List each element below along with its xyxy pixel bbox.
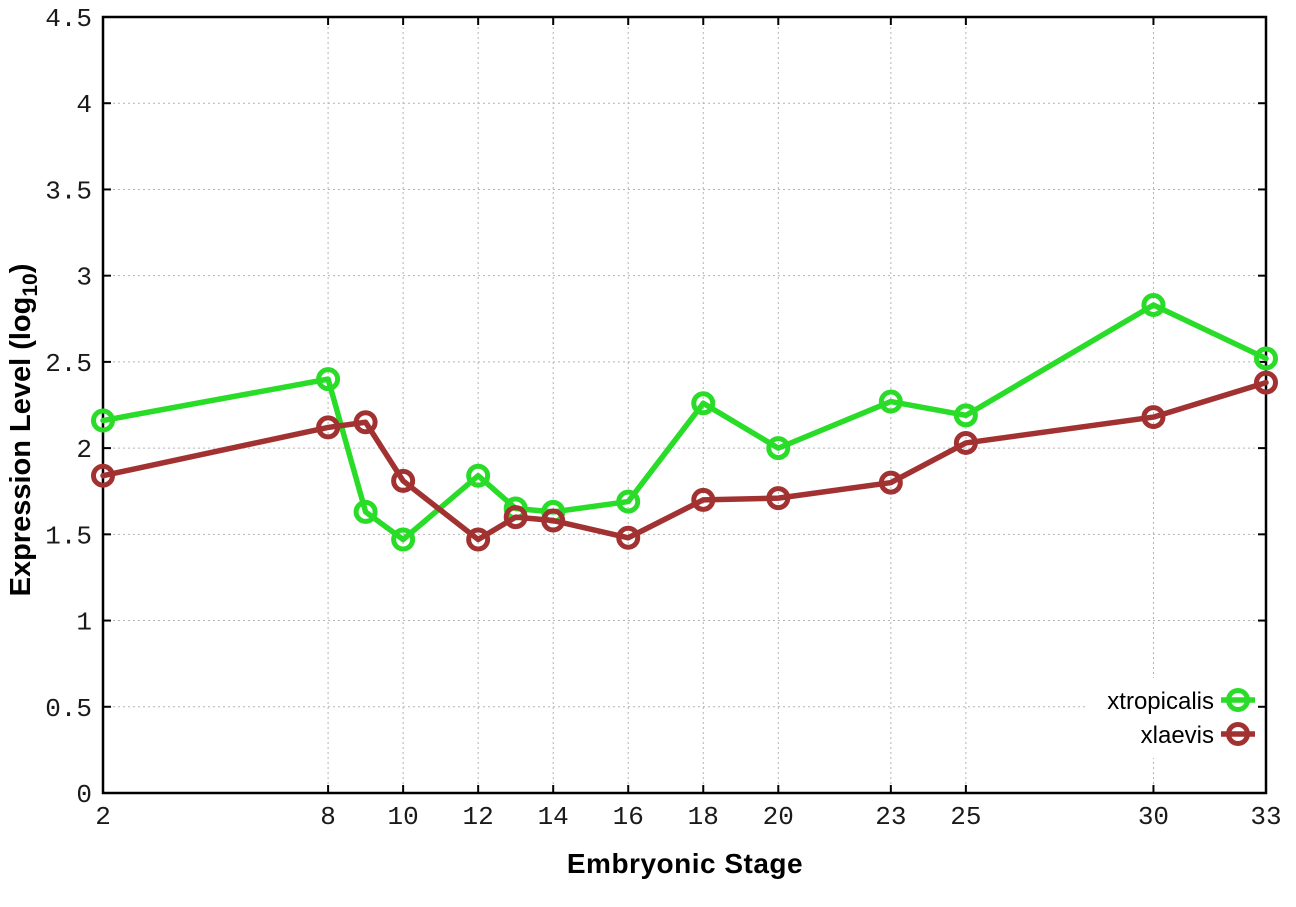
- series-xtropicalis-marker: [466, 463, 491, 488]
- x-tick-label: 10: [388, 802, 419, 832]
- series-xlaevis-marker: [503, 505, 528, 530]
- legend-background: [1086, 678, 1256, 758]
- series-xtropicalis-marker: [91, 408, 115, 433]
- series-xtropicalis-marker: [316, 367, 341, 392]
- y-tick-label: 3.5: [45, 176, 92, 206]
- series-xlaevis-marker: [691, 487, 716, 512]
- series-xtropicalis-marker: [1141, 292, 1166, 317]
- y-tick-label: 0.5: [45, 694, 92, 724]
- series-xlaevis-line: [100, 379, 1269, 543]
- legend-sample-marker-xlaevis: [1226, 722, 1250, 746]
- y-axis-title: Expression Level (log10): [5, 264, 42, 597]
- x-tick-label: 14: [538, 802, 569, 832]
- y-tick-label: 4: [76, 90, 92, 120]
- series-xtropicalis-marker: [391, 527, 416, 552]
- series-xtropicalis-marker: [878, 389, 903, 414]
- series-xtropicalis-marker: [691, 391, 716, 416]
- series-xlaevis-marker: [953, 430, 978, 455]
- x-axis-title: Embryonic Stage: [566, 848, 804, 879]
- series-xtropicalis-line: [100, 302, 1269, 543]
- legend-sample-marker-xtropicalis: [1226, 688, 1250, 712]
- x-tick-label: 25: [950, 802, 981, 832]
- y-tick-label: 1.5: [45, 521, 92, 551]
- x-tick-label: 2: [95, 802, 111, 832]
- series-xtropicalis-marker: [953, 403, 978, 428]
- series-xlaevis-marker: [766, 486, 791, 511]
- legend-label-xtropicalis: xtropicalis: [1107, 688, 1214, 715]
- series-xlaevis-marker: [878, 470, 903, 495]
- series-xlaevis-marker: [1254, 370, 1278, 395]
- plot-border: [101, 15, 1268, 795]
- series-xtropicalis-marker: [353, 499, 378, 524]
- x-tick-label: 18: [688, 802, 719, 832]
- y-tick-label: 0: [76, 780, 92, 810]
- x-tick-label: 30: [1138, 802, 1169, 832]
- series-xtropicalis-marker: [766, 436, 791, 461]
- series-xlaevis-marker: [541, 508, 566, 533]
- x-tick-label: 20: [763, 802, 794, 832]
- series-xlaevis-marker: [1141, 405, 1166, 430]
- series-xtropicalis-marker: [1254, 346, 1278, 371]
- y-tick-label: 1: [76, 608, 92, 638]
- y-tick-label: 2.5: [45, 349, 92, 379]
- series-xlaevis-marker: [316, 415, 341, 440]
- legend-label-xlaevis: xlaevis: [1141, 722, 1214, 749]
- x-tick-label: 8: [320, 802, 336, 832]
- series-xtropicalis-marker: [616, 489, 641, 514]
- y-tick-label: 2: [76, 435, 92, 465]
- x-tick-label: 23: [875, 802, 906, 832]
- series-xlaevis-marker: [616, 525, 641, 550]
- series-xlaevis-marker: [466, 527, 491, 552]
- series-xlaevis-marker: [391, 468, 416, 493]
- x-tick-label: 33: [1250, 802, 1281, 832]
- y-tick-label: 3: [76, 263, 92, 293]
- y-tick-label: 4.5: [45, 4, 92, 34]
- x-tick-label: 16: [613, 802, 644, 832]
- series-xlaevis-marker: [353, 410, 378, 435]
- series-xlaevis-marker: [91, 463, 115, 488]
- x-tick-label: 12: [463, 802, 494, 832]
